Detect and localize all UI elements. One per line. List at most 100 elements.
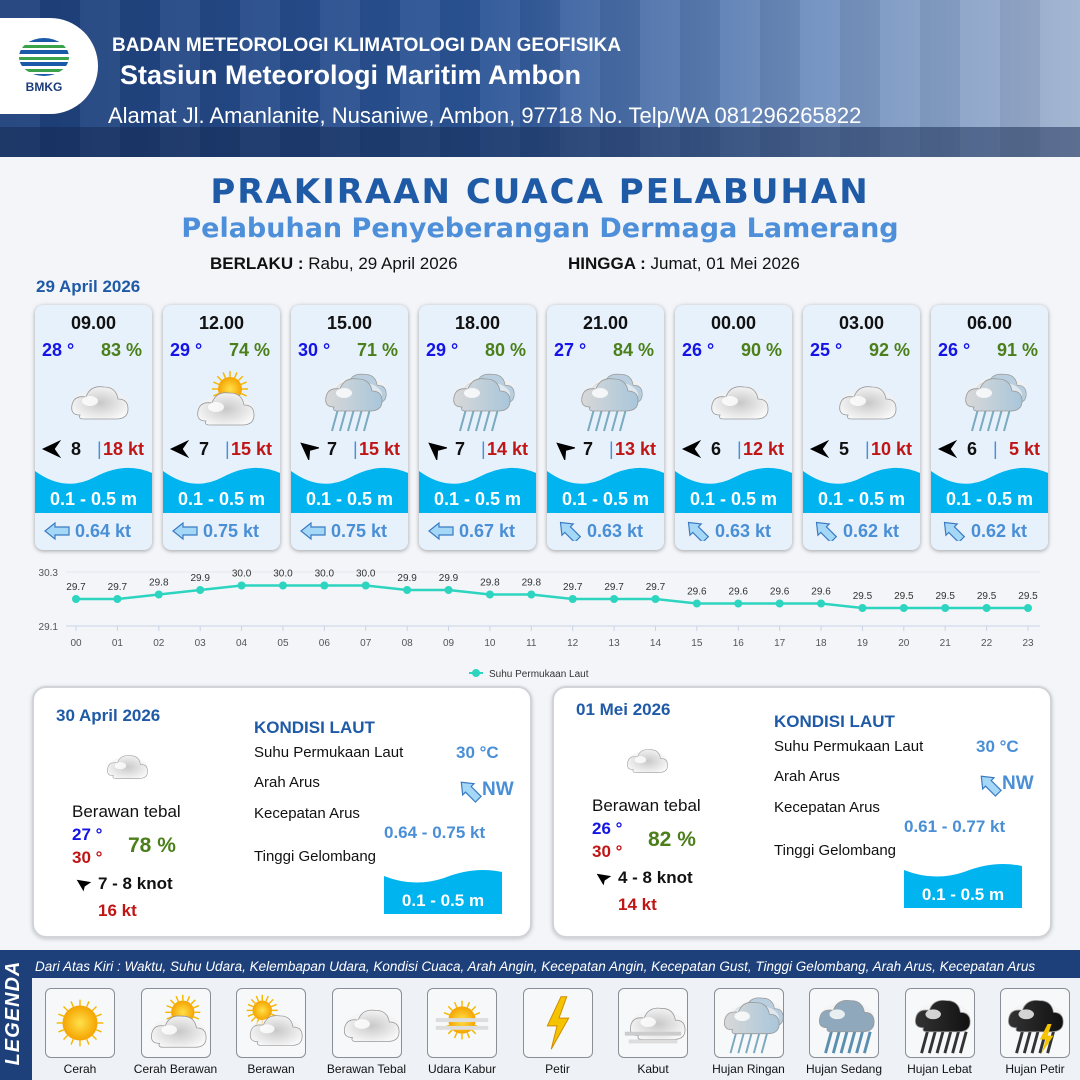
data-point xyxy=(610,595,619,603)
sst-value: 30 °C xyxy=(976,737,1019,756)
current-direction-icon xyxy=(299,521,327,541)
data-point xyxy=(817,599,826,608)
x-tick-label: 18 xyxy=(815,638,827,649)
forecast-card: 06.00 26 ° 91 % 6 | 5 kt 0.1 - 0.5 m 0.6… xyxy=(931,305,1048,550)
legend-rain-light-icon xyxy=(713,988,784,1058)
legend-item-label: Hujan Petir xyxy=(1005,1062,1065,1076)
wind-direction-icon xyxy=(425,438,449,462)
x-tick-label: 11 xyxy=(526,638,537,649)
x-tick-label: 01 xyxy=(112,638,124,649)
forecast-card: 12.00 29 ° 74 % 7 | 15 kt 0.1 - 0.5 m 0.… xyxy=(163,305,280,550)
data-point xyxy=(444,586,453,594)
data-label: 29.5 xyxy=(977,591,997,602)
x-tick-label: 23 xyxy=(1022,638,1034,649)
x-tick-label: 19 xyxy=(857,638,869,649)
wind-direction-icon xyxy=(937,438,959,460)
data-label: 29.5 xyxy=(935,591,955,602)
wind-speed: 6 xyxy=(711,439,722,459)
wind-speed: 8 xyxy=(71,439,82,459)
station-name: Stasiun Meteorologi Maritim Ambon xyxy=(120,60,582,90)
data-label: 29.5 xyxy=(894,591,914,602)
valid-to-value: Jumat, 01 Mei 2026 xyxy=(650,254,800,273)
legend-cloud-sun-icon xyxy=(236,988,306,1058)
data-label: 29.5 xyxy=(1018,591,1038,602)
gust-speed: 15 kt xyxy=(230,439,272,459)
humidity: 92 % xyxy=(868,340,910,360)
x-tick-label: 07 xyxy=(360,638,372,649)
legend-item-label: Petir xyxy=(545,1062,570,1076)
forecast-card: 09.00 28 ° 83 % 8 | 18 kt 0.1 - 0.5 m 0.… xyxy=(35,305,152,550)
air-temperature: 27 ° xyxy=(554,340,587,360)
wind-direction-icon xyxy=(297,438,321,462)
data-point xyxy=(237,581,246,590)
gust-speed: 5 kt xyxy=(1008,439,1040,459)
current-direction-value: NW xyxy=(1002,773,1034,794)
page-title: PRAKIRAAN CUACA PELABUHAN xyxy=(210,172,870,212)
current-speed: 0.75 kt xyxy=(203,521,260,541)
temp-max: 30 ° xyxy=(592,842,623,861)
data-label: 29.6 xyxy=(811,587,831,598)
wind-direction-icon xyxy=(169,438,191,460)
current-speed-value: 0.61 - 0.77 kt xyxy=(904,817,1006,836)
data-point xyxy=(527,590,536,599)
legend-sun-cloud-icon xyxy=(140,988,211,1058)
sst-chart: 29.1 30.3 29.7 00 29.7 01 29.8 02 29.9 03 30.0 04 30… xyxy=(39,568,1040,680)
x-tick-label: 21 xyxy=(940,638,952,649)
humidity: 82 % xyxy=(648,828,696,851)
data-point xyxy=(361,581,370,590)
humidity: 91 % xyxy=(996,340,1038,360)
temp-min: 26 ° xyxy=(592,819,623,838)
wave-height-label: Tinggi Gelombang xyxy=(254,848,377,865)
legend: LEGENDA Dari Atas Kiri : Waktu, Suhu Uda… xyxy=(0,950,1080,1080)
wind-speed: 7 xyxy=(327,439,338,459)
data-label: 29.8 xyxy=(480,578,500,589)
forecast-card: 21.00 27 ° 84 % 7 | 13 kt 0.1 - 0.5 m 0.… xyxy=(547,305,664,550)
current-direction-label: Arah Arus xyxy=(774,768,840,785)
wave-band xyxy=(547,495,664,513)
forecast-time: 03.00 xyxy=(838,313,885,333)
current-speed: 0.62 kt xyxy=(971,521,1028,541)
x-tick-label: 02 xyxy=(153,638,165,649)
data-point xyxy=(734,599,743,608)
x-tick-label: 20 xyxy=(898,638,910,649)
data-label: 30.0 xyxy=(356,569,376,580)
humidity: 84 % xyxy=(612,340,654,360)
berawan-tebal-icon xyxy=(695,365,775,435)
x-tick-label: 22 xyxy=(981,638,993,649)
sst-label: Suhu Permukaan Laut xyxy=(774,738,924,755)
gust-speed: 16 kt xyxy=(98,901,137,920)
data-point xyxy=(278,581,287,590)
legend-sun-icon xyxy=(45,988,115,1058)
current-direction-icon xyxy=(683,521,711,544)
x-tick-label: 04 xyxy=(236,638,248,649)
current-speed: 0.63 kt xyxy=(587,521,644,541)
data-point xyxy=(485,590,494,599)
wave-height: 0.1 - 0.5 m xyxy=(49,489,138,509)
wave-band xyxy=(163,495,280,513)
air-temperature: 26 ° xyxy=(682,340,715,360)
wind-speed: 7 xyxy=(199,439,210,459)
legend-haze-icon xyxy=(427,988,497,1058)
data-label: 29.6 xyxy=(770,587,790,598)
x-tick-label: 08 xyxy=(402,638,414,649)
data-point xyxy=(775,599,784,608)
data-point xyxy=(568,595,577,603)
berawan-tebal-icon xyxy=(92,740,156,790)
wave-height: 0.1 - 0.5 m xyxy=(433,489,522,509)
wave-band xyxy=(803,495,920,513)
legend-title: LEGENDA xyxy=(2,960,24,1066)
x-tick-label: 00 xyxy=(70,638,82,649)
forecast-time: 06.00 xyxy=(966,313,1013,333)
forecast-card: 15.00 30 ° 71 % 7 | 15 kt 0.1 - 0.5 m 0.… xyxy=(291,305,408,550)
logo-text: BMKG xyxy=(25,80,63,94)
legend-item-label: Hujan Lebat xyxy=(907,1062,972,1076)
air-temperature: 28 ° xyxy=(42,340,75,360)
data-point xyxy=(858,604,867,612)
valid-from-label: BERLAKU : xyxy=(210,254,304,273)
wave-height: 0.1 - 0.5 m xyxy=(817,489,906,509)
data-label: 29.8 xyxy=(149,578,169,589)
x-tick-label: 09 xyxy=(443,638,455,649)
forecast-card: 18.00 29 ° 80 % 7 | 14 kt 0.1 - 0.5 m 0.… xyxy=(419,305,536,550)
wind-direction-icon xyxy=(809,438,831,460)
current-direction-icon xyxy=(811,521,839,544)
